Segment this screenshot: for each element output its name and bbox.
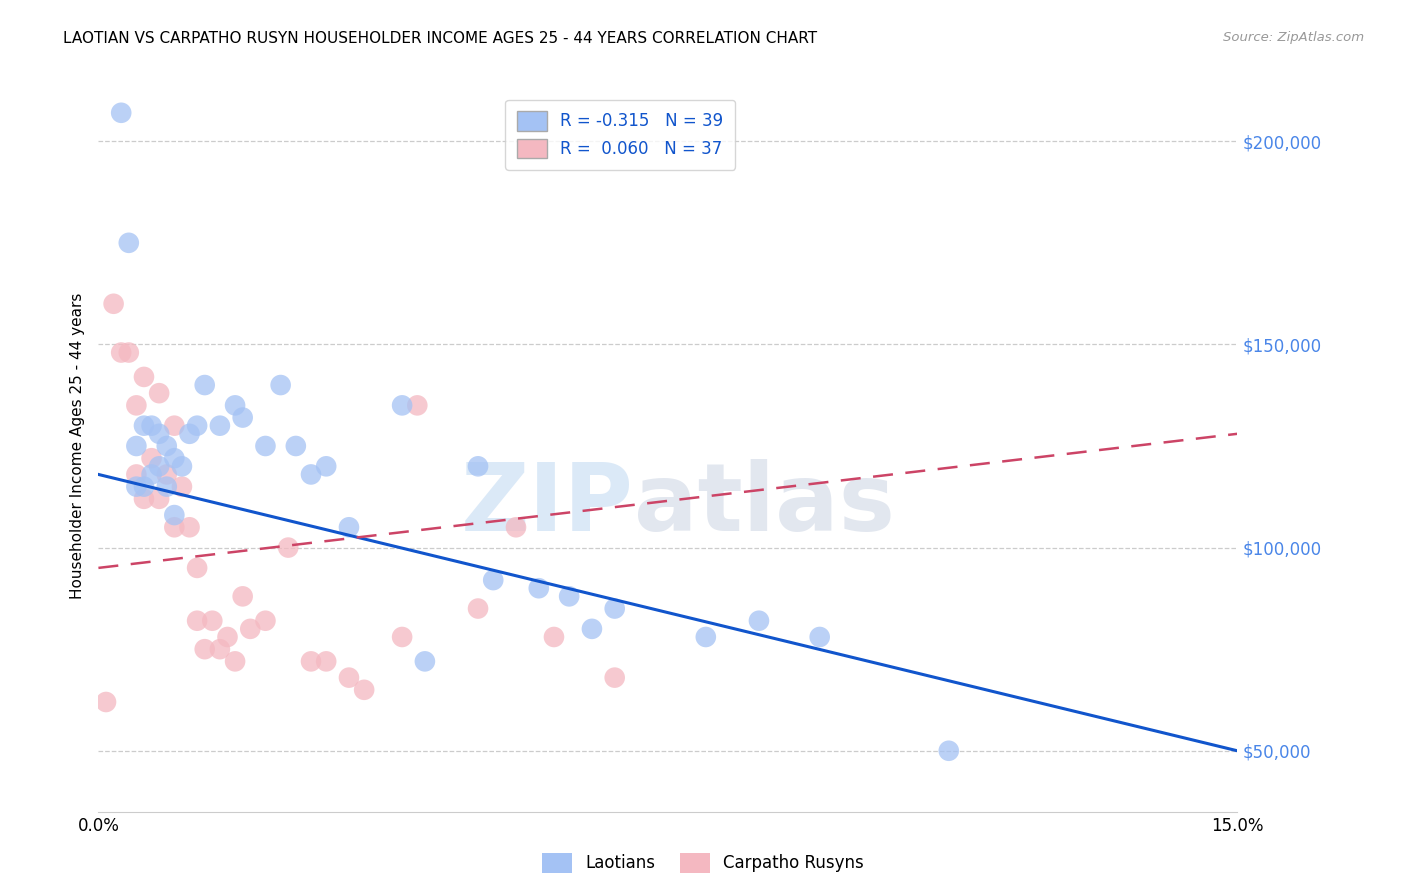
Point: [391, 398, 413, 412]
Point: [239, 622, 262, 636]
Point: [224, 398, 246, 412]
Point: [148, 386, 170, 401]
Text: atlas: atlas: [634, 458, 894, 550]
Point: [125, 398, 148, 412]
Point: [603, 601, 626, 615]
Point: [110, 105, 132, 120]
Point: [558, 590, 581, 604]
Point: [170, 459, 193, 474]
Point: [148, 491, 170, 506]
Point: [118, 235, 141, 250]
Point: [299, 654, 322, 668]
Point: [201, 614, 224, 628]
Point: [254, 614, 277, 628]
Point: [141, 467, 163, 482]
Point: [695, 630, 717, 644]
Point: [482, 573, 505, 587]
Point: [163, 508, 186, 522]
Point: [194, 378, 217, 392]
Point: [808, 630, 831, 644]
Point: [94, 695, 117, 709]
Point: [543, 630, 565, 644]
Point: [156, 480, 179, 494]
Point: [581, 622, 603, 636]
Point: [406, 398, 429, 412]
Point: [254, 439, 277, 453]
Point: [391, 630, 413, 644]
Point: [232, 590, 254, 604]
Y-axis label: Householder Income Ages 25 - 44 years: Householder Income Ages 25 - 44 years: [69, 293, 84, 599]
Point: [208, 418, 231, 433]
Point: [217, 630, 239, 644]
Point: [186, 418, 208, 433]
Point: [156, 467, 179, 482]
Point: [132, 480, 155, 494]
Point: [170, 480, 193, 494]
Point: [186, 561, 208, 575]
Point: [118, 345, 141, 359]
Point: [141, 451, 163, 466]
Point: [748, 614, 770, 628]
Point: [156, 439, 179, 453]
Point: [315, 459, 337, 474]
Point: [603, 671, 626, 685]
Point: [505, 520, 527, 534]
Point: [337, 520, 360, 534]
Point: [163, 451, 186, 466]
Point: [232, 410, 254, 425]
Point: [299, 467, 322, 482]
Point: [163, 520, 186, 534]
Point: [938, 744, 960, 758]
Point: [148, 426, 170, 441]
Point: [467, 459, 489, 474]
Point: [467, 601, 489, 615]
Point: [270, 378, 292, 392]
Point: [194, 642, 217, 657]
Text: Source: ZipAtlas.com: Source: ZipAtlas.com: [1223, 31, 1364, 45]
Point: [141, 418, 163, 433]
Point: [186, 614, 208, 628]
Point: [148, 459, 170, 474]
Legend: Laotians, Carpatho Rusyns: Laotians, Carpatho Rusyns: [536, 847, 870, 880]
Point: [125, 439, 148, 453]
Point: [132, 491, 155, 506]
Point: [208, 642, 231, 657]
Point: [315, 654, 337, 668]
Point: [103, 297, 125, 311]
Point: [179, 426, 201, 441]
Point: [413, 654, 436, 668]
Point: [224, 654, 246, 668]
Point: [163, 418, 186, 433]
Point: [179, 520, 201, 534]
Point: [132, 370, 155, 384]
Text: LAOTIAN VS CARPATHO RUSYN HOUSEHOLDER INCOME AGES 25 - 44 YEARS CORRELATION CHAR: LAOTIAN VS CARPATHO RUSYN HOUSEHOLDER IN…: [63, 31, 817, 46]
Legend: R = -0.315   N = 39, R =  0.060   N = 37: R = -0.315 N = 39, R = 0.060 N = 37: [505, 100, 735, 169]
Text: ZIP: ZIP: [461, 458, 634, 550]
Point: [353, 682, 375, 697]
Point: [527, 581, 550, 595]
Point: [132, 418, 155, 433]
Point: [337, 671, 360, 685]
Point: [277, 541, 299, 555]
Point: [110, 345, 132, 359]
Point: [125, 467, 148, 482]
Point: [125, 480, 148, 494]
Point: [284, 439, 307, 453]
